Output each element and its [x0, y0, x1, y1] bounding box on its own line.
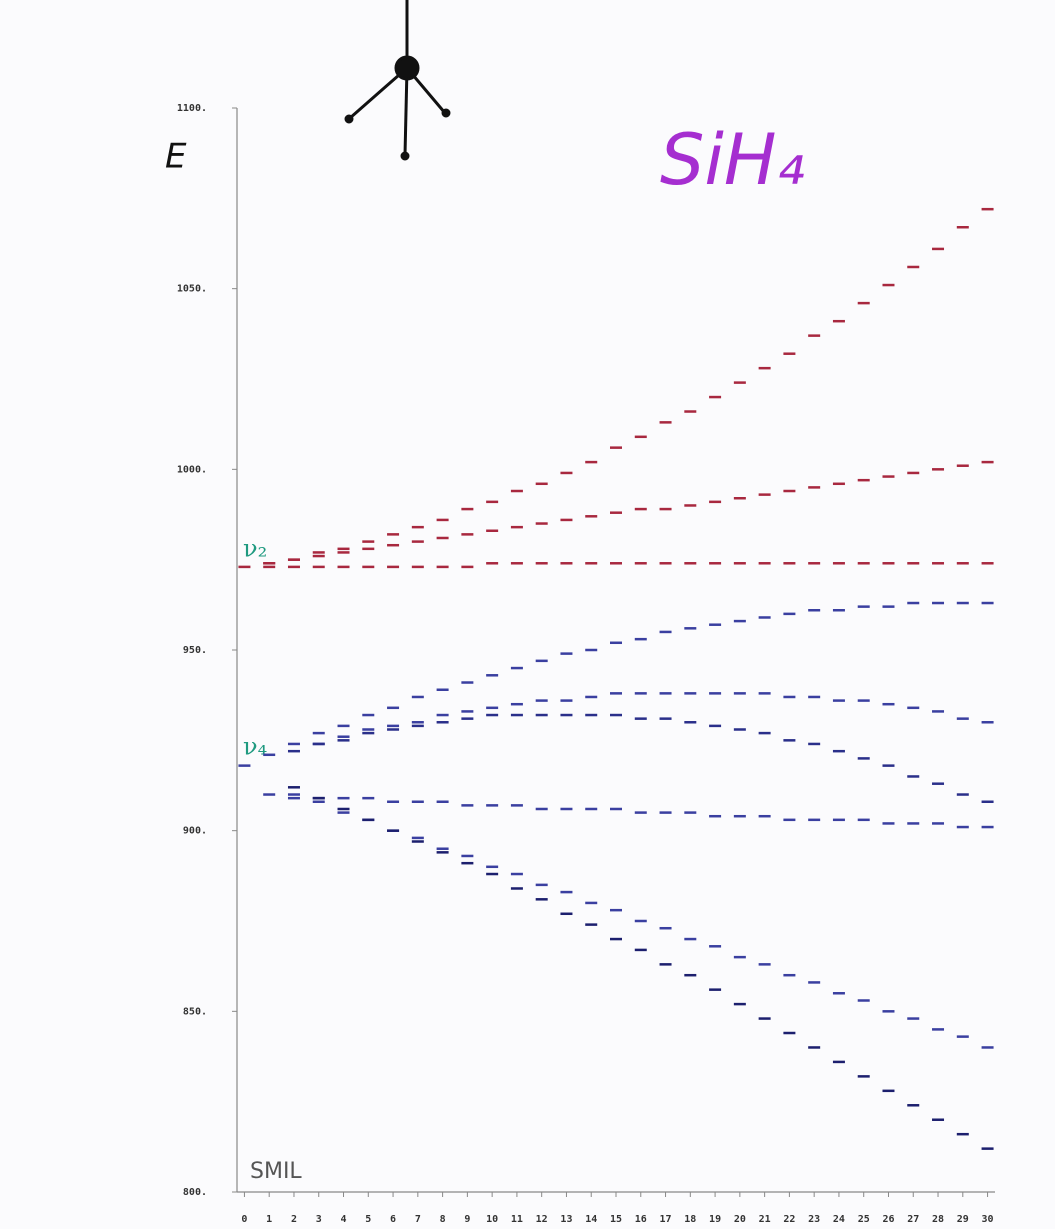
annotation: ν₂ [243, 535, 267, 563]
x-tick-label: 21 [759, 1214, 771, 1225]
x-tick-label: 29 [957, 1214, 969, 1225]
x-tick-label: 30 [982, 1214, 994, 1225]
background [0, 0, 1055, 1229]
x-tick-label: 28 [932, 1214, 944, 1225]
y-tick-label: 800. [183, 1187, 207, 1198]
annotation: ν₄ [243, 733, 267, 761]
x-tick-label: 25 [858, 1214, 870, 1225]
x-tick-label: 2 [291, 1214, 297, 1225]
page: SiH₄ E ν₂ ν₄ SMIL 800. 850. 900. 950. 1000. 1… [0, 0, 1055, 1229]
x-tick-label: 24 [833, 1214, 845, 1225]
x-tick-label: 6 [390, 1214, 396, 1225]
x-tick-label: 27 [907, 1214, 919, 1225]
x-tick-label: 20 [734, 1214, 746, 1225]
x-tick-label: 19 [709, 1214, 721, 1225]
x-tick-label: 1 [266, 1214, 272, 1225]
x-tick-label: 0 [241, 1214, 247, 1225]
x-tick-label: 26 [882, 1214, 894, 1225]
x-tick-label: 12 [536, 1214, 548, 1225]
x-tick-label: 17 [660, 1214, 672, 1225]
x-tick-label: 16 [635, 1214, 647, 1225]
y-tick-label: 950. [183, 645, 207, 656]
x-tick-label: 3 [316, 1214, 322, 1225]
x-tick-label: 8 [440, 1214, 446, 1225]
x-tick-label: 4 [341, 1214, 347, 1225]
y-tick-label: 1100. [177, 103, 207, 114]
x-tick-label: 11 [511, 1214, 523, 1225]
x-tick-label: 9 [464, 1214, 470, 1225]
x-tick-label: 15 [610, 1214, 622, 1225]
x-tick-label: 14 [585, 1214, 597, 1225]
annotation: SMIL [250, 1159, 302, 1184]
x-tick-label: 7 [415, 1214, 421, 1225]
x-tick-label: 23 [808, 1214, 820, 1225]
y-tick-label: 1000. [177, 464, 207, 475]
x-tick-label: 10 [486, 1214, 498, 1225]
x-tick-label: 5 [365, 1214, 371, 1225]
y-tick-label: 1050. [177, 284, 207, 295]
chart: SiH₄ E ν₂ ν₄ SMIL 800. 850. 900. 950. 1000. 1… [0, 0, 1055, 1229]
x-tick-label: 13 [560, 1214, 572, 1225]
x-tick-label: 22 [783, 1214, 795, 1225]
y-tick-label: 850. [183, 1006, 207, 1017]
chart-title: SiH₄ [660, 119, 805, 201]
x-tick-label: 18 [684, 1214, 696, 1225]
y-tick-label: 900. [183, 826, 207, 837]
y-axis-label: E [165, 137, 187, 177]
